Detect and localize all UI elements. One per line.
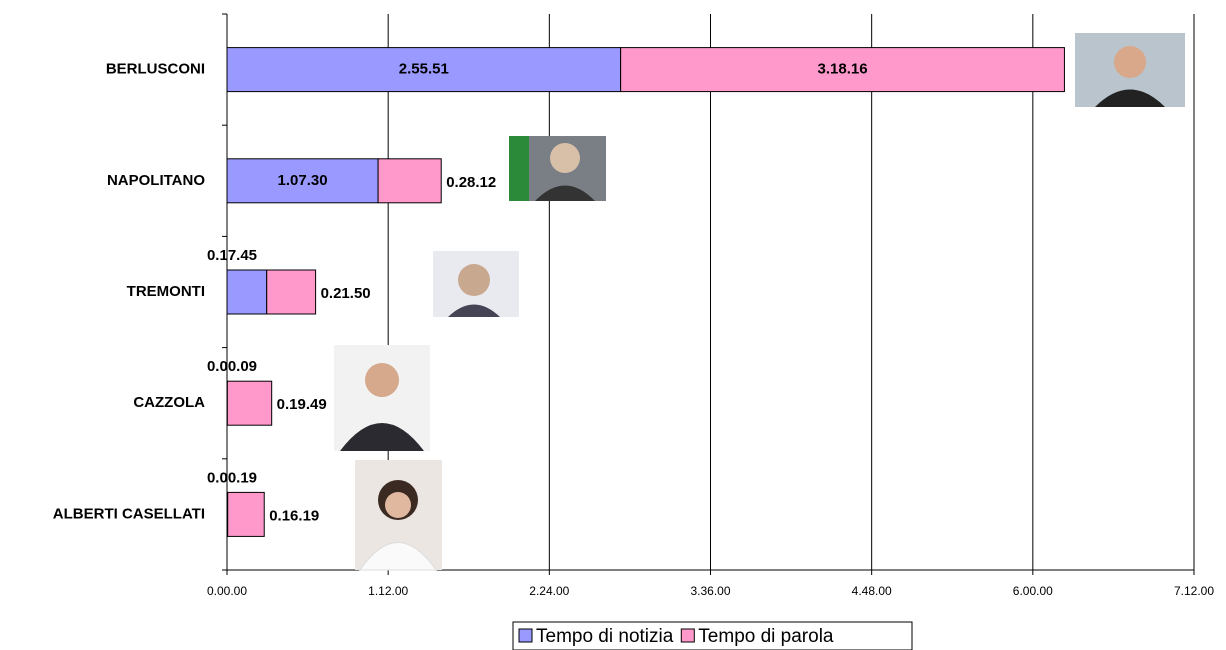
x-tick-label: 1.12.00 bbox=[368, 584, 408, 598]
value-label: 0.17.45 bbox=[207, 247, 257, 264]
photo bbox=[433, 251, 519, 317]
value-label: 2.55.51 bbox=[399, 61, 449, 78]
category-label: BERLUSCONI bbox=[106, 61, 205, 78]
value-label: 0.16.19 bbox=[269, 507, 319, 524]
bar-segment bbox=[228, 492, 265, 536]
bar-segment bbox=[227, 270, 267, 314]
bar-segment bbox=[267, 270, 316, 314]
photo bbox=[1075, 33, 1185, 107]
legend-swatch bbox=[519, 629, 532, 642]
value-label: 1.07.30 bbox=[278, 172, 328, 189]
photo bbox=[334, 345, 430, 451]
value-label: 0.28.12 bbox=[446, 174, 496, 191]
category-label: ALBERTI CASELLATI bbox=[53, 505, 205, 522]
category-label: NAPOLITANO bbox=[107, 172, 205, 189]
legend-label: Tempo di parola bbox=[698, 626, 834, 647]
bar-segment bbox=[227, 381, 271, 425]
x-tick-label: 4.48.00 bbox=[852, 584, 892, 598]
value-label: 0.21.50 bbox=[321, 285, 371, 302]
category-label: TREMONTI bbox=[127, 283, 205, 300]
photo bbox=[509, 136, 606, 201]
x-tick-label: 0.00.00 bbox=[207, 584, 247, 598]
value-label: 0.00.19 bbox=[207, 469, 257, 486]
value-label: 0.19.49 bbox=[277, 396, 327, 413]
x-tick-label: 2.24.00 bbox=[529, 584, 569, 598]
x-tick-label: 7.12.00 bbox=[1174, 584, 1214, 598]
legend-swatch bbox=[681, 629, 694, 642]
photos bbox=[334, 33, 1185, 570]
legend: Tempo di notizia Tempo di parola bbox=[513, 622, 912, 650]
chart: Tempo di notizia Tempo di parola 0.00.00 1… bbox=[0, 0, 1226, 650]
category-label: CAZZOLA bbox=[133, 394, 205, 411]
x-tick-label: 3.36.00 bbox=[690, 584, 730, 598]
x-tick-label: 6.00.00 bbox=[1013, 584, 1053, 598]
legend-label: Tempo di notizia bbox=[536, 626, 674, 647]
bar-segment bbox=[378, 159, 441, 203]
photo bbox=[355, 460, 442, 570]
value-label: 0.00.09 bbox=[207, 358, 257, 375]
value-label: 3.18.16 bbox=[818, 61, 868, 78]
